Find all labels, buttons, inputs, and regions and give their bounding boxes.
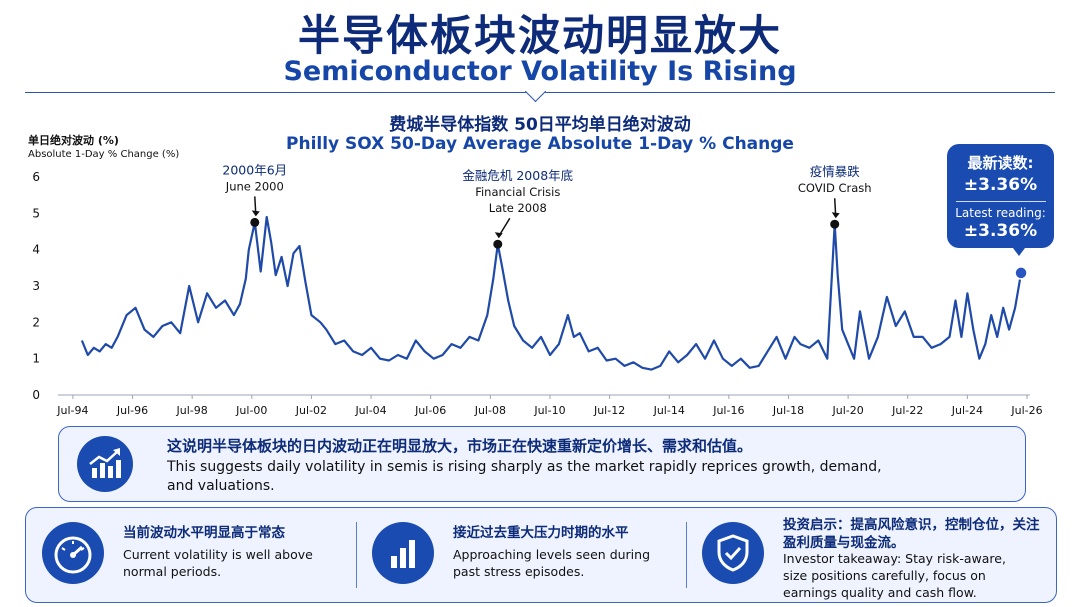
annotation-marker <box>250 217 260 227</box>
chart-series <box>80 215 1023 371</box>
badge-pointer <box>1010 244 1028 256</box>
annotation-label: COVID Crash <box>798 181 872 195</box>
badge-label-cn: 最新读数: <box>967 154 1034 172</box>
shield-check-icon <box>702 522 764 584</box>
x-tick-label: Jul-16 <box>712 404 744 417</box>
summary-panel: 这说明半导体板块的日内波动正在明显放大，市场正在快速重新定价增长、需求和估值。 … <box>58 426 1026 502</box>
summary-text-en: This suggests daily volatility in semis … <box>167 459 882 494</box>
takeaway-text-cn: 接近过去重大压力时期的水平 <box>453 525 629 541</box>
x-tick-label: Jul-02 <box>295 404 327 417</box>
takeaways-panel: 当前波动水平明显高于常态 Current volatility is well … <box>25 507 1057 603</box>
annotation-arrowhead <box>831 212 840 219</box>
annotation-label: Late 2008 <box>489 201 547 215</box>
annotation-marker <box>493 239 503 249</box>
chart-title: 费城半导体指数 50日平均单日绝对波动 <box>389 115 691 135</box>
x-tick-label: Jul-26 <box>1010 404 1042 417</box>
x-tick-label: Jul-20 <box>831 404 863 417</box>
x-tick-label: Jul-18 <box>772 404 804 417</box>
annotation-arrowhead <box>494 232 503 239</box>
y-axis-label-cn: 单日绝对波动 (%) <box>28 134 119 147</box>
bar-chart-icon <box>372 522 434 584</box>
page-title-cn: 半导体板块波动明显放大 <box>297 11 782 60</box>
y-tick-label: 1 <box>32 352 40 366</box>
annotation-arrowhead <box>251 210 260 217</box>
latest-reading-badge: 最新读数: ±3.36% Latest reading: ±3.36% <box>947 144 1054 248</box>
takeaway-divider <box>356 522 357 588</box>
x-tick-label: Jul-10 <box>533 404 565 417</box>
y-tick-label: 2 <box>32 315 40 329</box>
annotation-label: 疫情暴跌 <box>810 164 861 179</box>
y-tick-label: 3 <box>32 279 40 293</box>
trend-up-icon <box>77 436 133 492</box>
badge-value-en: ±3.36% <box>963 221 1038 241</box>
x-tick-label: Jul-08 <box>474 404 506 417</box>
annotation-label: June 2000 <box>225 179 284 193</box>
takeaway-text-en: Investor takeaway: Stay risk-aware, size… <box>783 551 1006 600</box>
x-tick-label: Jul-14 <box>653 404 685 417</box>
badge-label-en: Latest reading: <box>955 206 1046 220</box>
x-tick-label: Jul-06 <box>414 404 446 417</box>
page-title-en: Semiconductor Volatility Is Rising <box>283 56 797 87</box>
y-tick-label: 0 <box>32 388 40 402</box>
takeaway-item: 当前波动水平明显高于常态 Current volatility is well … <box>26 508 356 602</box>
chart-annotations: 2000年6月 June 2000 金融危机 2008年底 Financial Cri… <box>222 162 1028 280</box>
y-tick-label: 5 <box>32 206 40 220</box>
x-tick-label: Jul-96 <box>116 404 148 417</box>
summary-text-cn: 这说明半导体板块的日内波动正在明显放大，市场正在快速重新定价增长、需求和估值。 <box>167 437 753 455</box>
annotation-marker <box>830 219 840 229</box>
x-tick-label: Jul-24 <box>951 404 983 417</box>
annotation-label: 2000年6月 <box>222 162 287 177</box>
x-tick-label: Jul-94 <box>56 404 88 417</box>
chart-subtitle: Philly SOX 50-Day Average Absolute 1-Day… <box>286 134 794 154</box>
annotation-label: 金融危机 2008年底 <box>462 168 573 183</box>
chart-axes: 0 1 2 3 4 5 6 Jul-94 Jul-96 Jul-98 Jul-00 Jul-02 Jul… <box>32 170 1042 417</box>
takeaway-item: 投资启示：提高风险意识，控制仓位，关注盈利质量与现金流。 Investor ta… <box>686 508 1056 602</box>
x-tick-label: Jul-98 <box>176 404 208 417</box>
x-tick-label: Jul-00 <box>235 404 267 417</box>
x-tick-label: Jul-12 <box>593 404 625 417</box>
takeaway-divider <box>686 522 687 588</box>
x-tick-label: Jul-22 <box>891 404 923 417</box>
annotation-label: Financial Crisis <box>475 185 560 199</box>
badge-divider <box>955 201 1046 202</box>
latest-reading-marker <box>1014 266 1028 280</box>
takeaway-item: 接近过去重大压力时期的水平 Approaching levels seen du… <box>356 508 686 602</box>
volatility-series-line <box>80 215 1023 371</box>
badge-value-cn: ±3.36% <box>963 175 1038 195</box>
takeaway-text-en: Approaching levels seen during past stre… <box>453 547 651 579</box>
takeaway-text-en: Current volatility is well above normal … <box>123 547 313 579</box>
takeaway-text-cn: 当前波动水平明显高于常态 <box>123 525 285 541</box>
y-tick-label: 6 <box>32 170 40 184</box>
takeaway-text-cn: 投资启示：提高风险意识，控制仓位，关注盈利质量与现金流。 <box>783 517 1040 551</box>
y-tick-label: 4 <box>32 243 40 257</box>
y-axis-label: Absolute 1-Day % Change (%) <box>28 149 180 160</box>
volatility-chart: 0 1 2 3 4 5 6 Jul-94 Jul-96 Jul-98 Jul-00 Jul-02 Jul… <box>32 162 1042 417</box>
speedometer-icon <box>42 522 104 584</box>
x-tick-label: Jul-04 <box>354 404 386 417</box>
